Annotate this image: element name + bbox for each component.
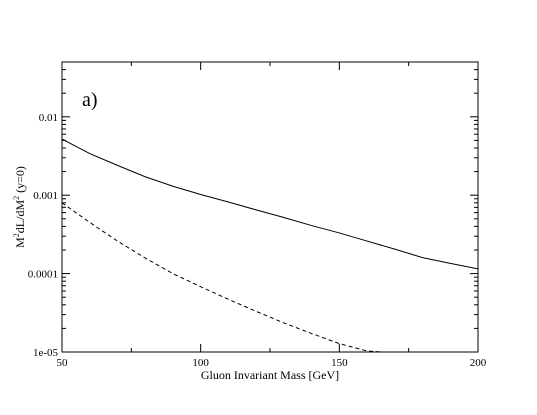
y-tick-label: 0.001 — [33, 190, 58, 202]
x-axis-title: Gluon Invariant Mass [GeV] — [201, 368, 339, 382]
x-tick-label: 200 — [470, 357, 487, 369]
y-axis-title-part1: M — [13, 237, 27, 248]
solid-curve — [61, 138, 479, 270]
y-tick-label: 0.01 — [39, 112, 58, 124]
y-axis-title-part2: dL/dM — [13, 200, 27, 234]
y-axis-title-sup2: 2 — [12, 196, 21, 200]
plot-frame — [61, 61, 479, 353]
dashed-curve — [61, 202, 381, 353]
y-axis-title: M2dL/dM2 (y=0) — [12, 166, 27, 248]
y-tick-label: 0.0001 — [28, 269, 58, 281]
axis-ticks — [61, 61, 479, 353]
y-tick-label: 1e-05 — [33, 347, 59, 359]
y-axis-title-sup1: 2 — [12, 233, 21, 237]
x-tick-label: 50 — [57, 357, 69, 369]
series-group — [61, 138, 479, 353]
panel-label: a) — [82, 89, 98, 111]
x-tick-label: 150 — [331, 357, 348, 369]
x-tick-label: 100 — [192, 357, 209, 369]
y-axis-title-part3: (y=0) — [13, 166, 27, 196]
tick-labels: 50 100 150 200 1e-05 0.0001 0.001 0.01 — [28, 112, 487, 369]
